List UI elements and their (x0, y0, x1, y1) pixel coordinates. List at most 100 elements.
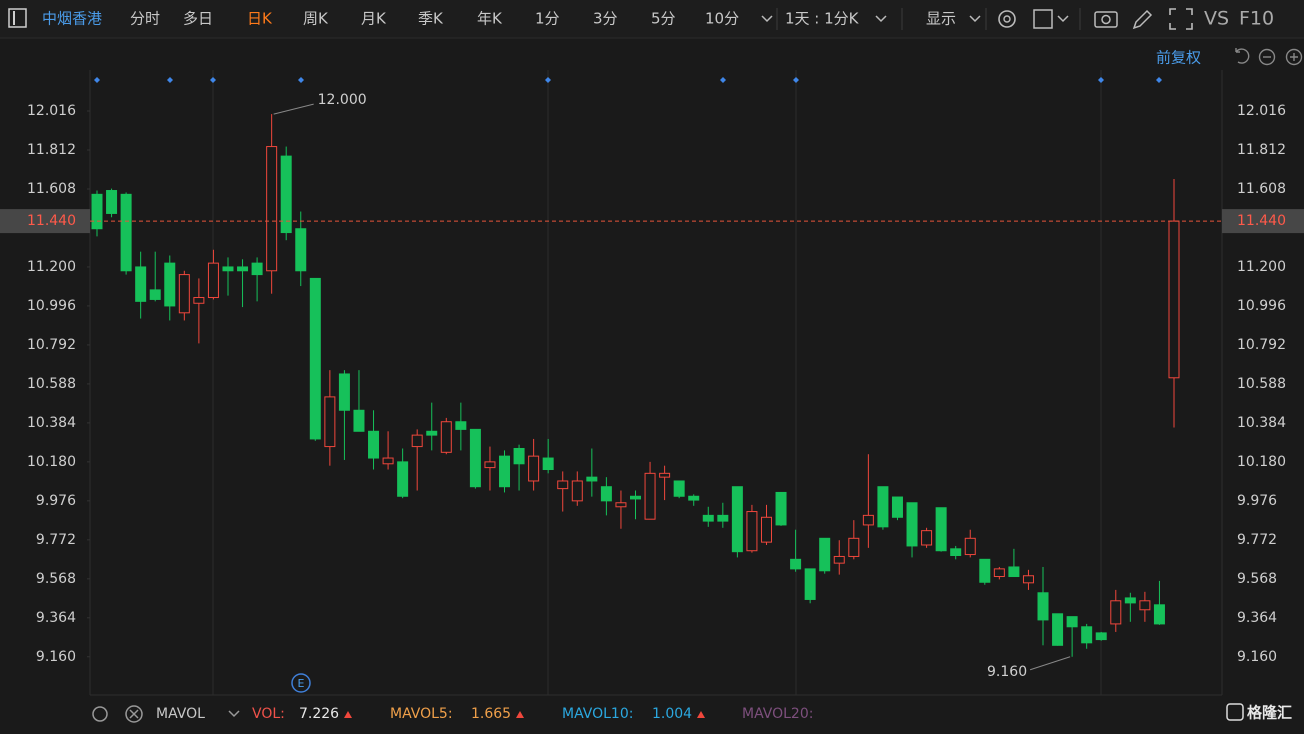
layout-icon[interactable] (1033, 9, 1053, 29)
candle-body (338, 373, 350, 411)
candle-body (1081, 626, 1093, 644)
y-tick-label: 11.608 (27, 181, 76, 197)
candle-body (266, 146, 278, 272)
candle-body (382, 457, 394, 465)
candle-body (1022, 575, 1034, 584)
tab[interactable]: 季K (418, 10, 444, 28)
event-diamond[interactable] (94, 77, 100, 83)
chevron (875, 15, 887, 23)
candle-body (950, 548, 962, 557)
y-tick-label-right: 10.180 (1237, 454, 1286, 470)
candle-body (368, 430, 380, 459)
vol-value: 7.226 (299, 706, 339, 722)
y-tick-label: 11.812 (27, 142, 76, 158)
y-tick-label-right: 9.160 (1237, 649, 1277, 665)
y-tick-label-right: 9.772 (1237, 532, 1277, 548)
stock-name[interactable]: 中烟香港 (42, 10, 102, 28)
event-diamond[interactable] (210, 77, 216, 83)
chevron[interactable] (761, 15, 773, 23)
candle-body (251, 262, 263, 276)
candle-body (106, 190, 118, 214)
event-diamond[interactable] (1156, 77, 1162, 83)
fullscreen-icon[interactable] (1169, 8, 1193, 30)
candle-body (746, 511, 758, 552)
candle-body (1095, 632, 1107, 641)
event-diamond[interactable] (298, 77, 304, 83)
tab[interactable]: 日K (247, 10, 273, 28)
tabs: 分时 多日 日K 周K 月K 季K 年K 1分 3分 5分 10分 (130, 10, 739, 28)
tab[interactable]: 1分 (535, 10, 560, 28)
y-tick-label: 9.568 (36, 571, 76, 587)
sidebar-toggle[interactable] (8, 8, 27, 28)
event-letter: E (298, 677, 305, 690)
event-diamond[interactable] (720, 77, 726, 83)
indicator-name[interactable]: MAVOL (156, 706, 205, 722)
up-arrow (344, 711, 352, 718)
chevron (969, 15, 981, 23)
f10-button[interactable]: F10 (1239, 8, 1274, 30)
y-tick-label-right: 9.364 (1237, 610, 1277, 626)
reset-icon[interactable] (1235, 48, 1250, 64)
y-tick-label-right: 10.996 (1237, 298, 1286, 314)
candle-body (906, 502, 918, 547)
event-diamond[interactable] (793, 77, 799, 83)
draw-icon[interactable] (1132, 9, 1153, 30)
event-diamond[interactable] (1098, 77, 1104, 83)
event-diamond[interactable] (167, 77, 173, 83)
y-tick-label: 10.588 (27, 376, 76, 392)
candle-body (571, 480, 583, 502)
candle-body (513, 447, 525, 465)
candle-body (630, 495, 641, 500)
settings-icon[interactable] (998, 10, 1016, 28)
indicator-close[interactable] (125, 705, 143, 723)
candle-body (1052, 613, 1064, 646)
candle-body (557, 480, 569, 490)
event-diamond[interactable] (545, 77, 551, 83)
vol-label: VOL: (252, 706, 285, 722)
candle-body (1124, 597, 1136, 604)
tab[interactable]: 月K (361, 10, 387, 28)
candle-body (1153, 604, 1165, 625)
indicator-close-x (129, 709, 139, 719)
candle-body (397, 461, 409, 497)
tab[interactable]: 5分 (651, 10, 676, 28)
mavol10-label: MAVOL10: (562, 706, 633, 722)
tab[interactable]: 周K (303, 10, 329, 28)
candle-body (542, 457, 554, 471)
display-menu[interactable]: 显示 (926, 10, 956, 28)
zoom-in-icon[interactable] (1285, 48, 1303, 66)
tab[interactable]: 10分 (705, 10, 739, 28)
toolbar (0, 0, 1304, 38)
event-marker[interactable] (291, 673, 311, 693)
candle-body (411, 434, 423, 448)
tab[interactable]: 年K (477, 10, 503, 28)
candle-body (149, 289, 161, 300)
last-price-box (0, 209, 90, 234)
tab[interactable]: 3分 (593, 10, 618, 28)
y-tick-label: 10.996 (27, 298, 76, 314)
candle-body (1037, 592, 1049, 621)
camera-icon[interactable] (1094, 11, 1118, 28)
candle-body (91, 193, 103, 230)
max-label: 12.000 (318, 92, 367, 108)
candle-body (615, 502, 627, 508)
indicator-settings[interactable] (92, 706, 108, 722)
candle-body (1110, 600, 1122, 625)
candle-body (760, 516, 772, 543)
adjust-select[interactable]: 前复权 (1156, 49, 1201, 67)
candle-body (804, 568, 816, 600)
zoom-out-icon[interactable] (1258, 48, 1276, 66)
y-tick-label: 9.976 (36, 493, 76, 509)
up-arrow (516, 711, 524, 718)
min-leader (1029, 656, 1071, 671)
max-leader (273, 103, 314, 115)
candle-body (775, 491, 787, 526)
candle-body (222, 266, 234, 272)
vs-button[interactable]: VS (1204, 8, 1229, 30)
y-tick-label-right: 11.812 (1237, 142, 1286, 158)
candle-body (731, 486, 743, 553)
tab[interactable]: 分时 (130, 10, 160, 28)
tab[interactable]: 多日 (183, 10, 213, 28)
y-tick-label-right: 11.608 (1237, 181, 1286, 197)
period-select[interactable]: 1天 : 1分K (785, 10, 860, 28)
